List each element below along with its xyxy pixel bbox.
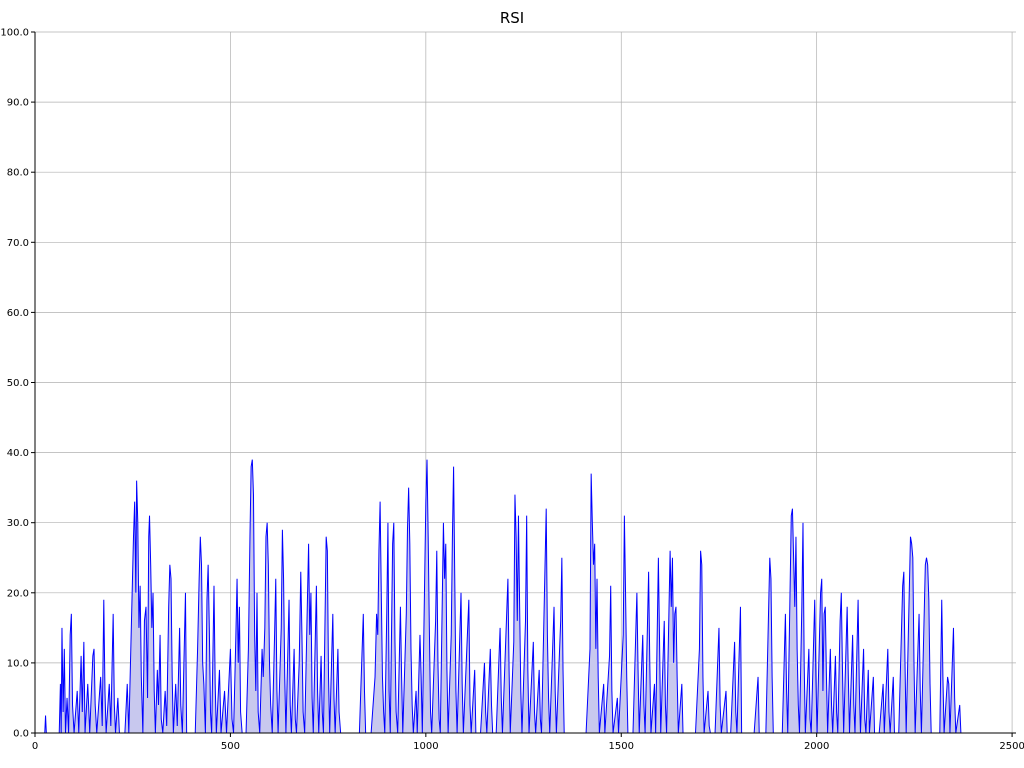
- rsi-series-line: [35, 459, 1013, 734]
- y-tick-label: 70.0: [7, 238, 29, 249]
- y-tick-label: 30.0: [7, 518, 29, 529]
- y-tick-label: 80.0: [7, 168, 29, 179]
- x-tick-label: 0: [32, 741, 38, 752]
- x-tick-label: 2500: [999, 741, 1024, 752]
- x-tick-label: 1500: [609, 741, 634, 752]
- y-tick-label: 90.0: [7, 98, 29, 109]
- y-tick-label: 40.0: [7, 448, 29, 459]
- y-tick-label: 0.0: [13, 729, 29, 740]
- y-tick-label: 60.0: [7, 308, 29, 319]
- x-tick-label: 2000: [804, 741, 829, 752]
- x-axis-ticks: 0 500 1000 1500 2000 2500: [32, 733, 1024, 752]
- x-tick-label: 500: [221, 741, 240, 752]
- y-tick-label: 20.0: [7, 588, 29, 599]
- y-axis-ticks: 0.0 10.0 20.0 30.0 40.0 50.0 60.0 70.0 80.0 90.0 1…: [0, 28, 35, 740]
- y-tick-label: 50.0: [7, 378, 29, 389]
- x-tick-label: 1000: [413, 741, 438, 752]
- y-tick-label: 100.0: [0, 28, 29, 39]
- chart-title: RSI: [500, 9, 524, 27]
- y-tick-label: 10.0: [7, 658, 29, 669]
